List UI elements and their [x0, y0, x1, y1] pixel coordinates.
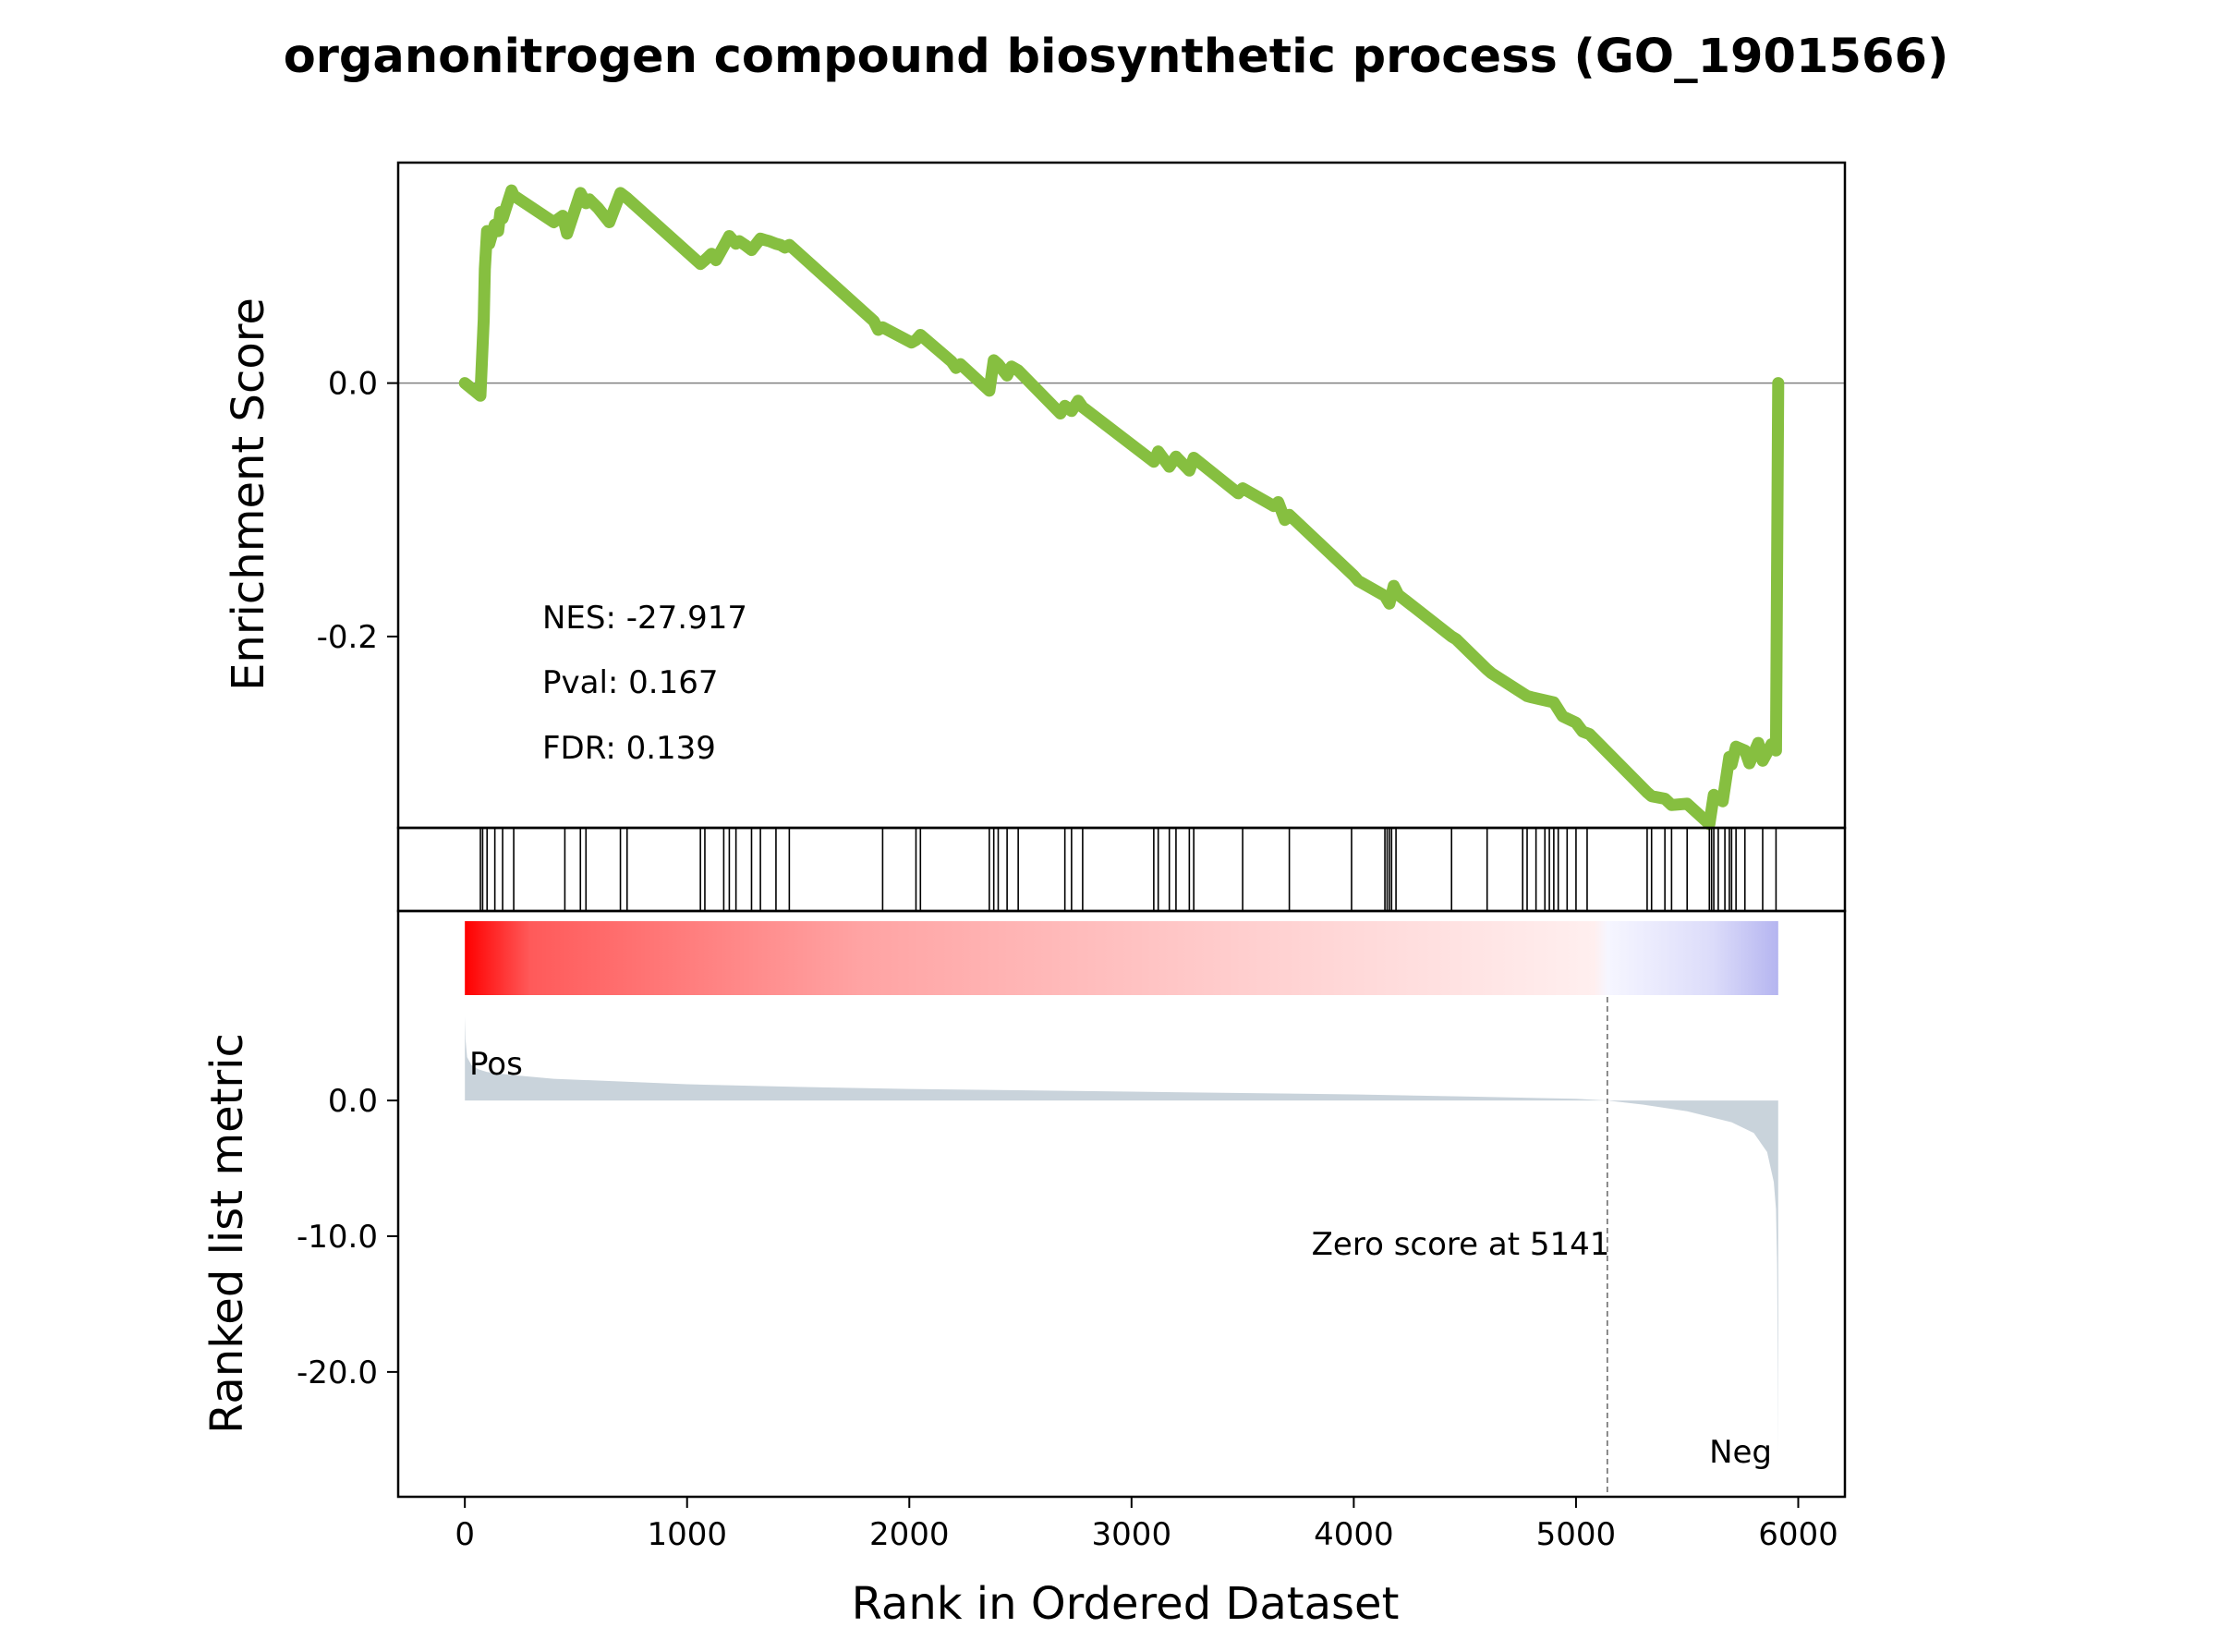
es-y-tick-label: -0.2 — [317, 619, 378, 656]
hit-lines — [479, 828, 1777, 911]
ranked-metric-panel: Zero score at 5141 Pos Neg 0.0 -10.0 -20.0… — [201, 909, 1847, 1630]
pval-label: Pval: 0.167 — [542, 664, 719, 701]
x-tick-label: 1000 — [647, 1516, 727, 1553]
x-tick-label: 6000 — [1758, 1516, 1838, 1553]
hits-panel-frame — [396, 826, 1847, 913]
enrichment-score-line — [458, 184, 1785, 831]
metric-y-tick-label: 0.0 — [328, 1083, 378, 1120]
x-tick-label: 2000 — [869, 1516, 950, 1553]
x-tick-label: 5000 — [1536, 1516, 1617, 1553]
x-tick-label: 3000 — [1092, 1516, 1172, 1553]
nes-label: NES: -27.917 — [542, 600, 747, 637]
fdr-label: FDR: 0.139 — [542, 730, 716, 767]
x-ticks: 0 1000 2000 3000 4000 5000 6000 — [455, 1497, 1838, 1553]
gene-hits-panel — [396, 826, 1847, 913]
zero-score-label: Zero score at 5141 — [1312, 1226, 1610, 1263]
x-axis-label: Rank in Ordered Dataset — [852, 1578, 1400, 1630]
metric-y-tick-label: -10.0 — [297, 1219, 378, 1256]
neg-label: Neg — [1709, 1434, 1772, 1471]
es-y-ticks: 0.0 -0.2 — [317, 366, 398, 656]
chart-title: organonitrogen compound biosynthetic pro… — [284, 30, 1949, 84]
es-panel-frame — [396, 161, 1847, 830]
metric-y-ticks: 0.0 -10.0 -20.0 — [297, 1083, 398, 1391]
rank-color-bar — [465, 921, 1778, 995]
metric-y-tick-label: -20.0 — [297, 1354, 378, 1391]
pos-label: Pos — [469, 1046, 523, 1083]
x-tick-label: 0 — [455, 1516, 475, 1553]
x-tick-label: 4000 — [1314, 1516, 1394, 1553]
es-y-axis-label: Enrichment Score — [223, 298, 274, 691]
metric-y-axis-label: Ranked list metric — [201, 1033, 253, 1434]
metric-panel-frame — [396, 909, 1847, 1499]
enrichment-score-panel: 0.0 -0.2 NES: -27.917 Pval: 0.167 FDR: 0.… — [223, 161, 1847, 831]
es-y-tick-label: 0.0 — [328, 366, 378, 403]
